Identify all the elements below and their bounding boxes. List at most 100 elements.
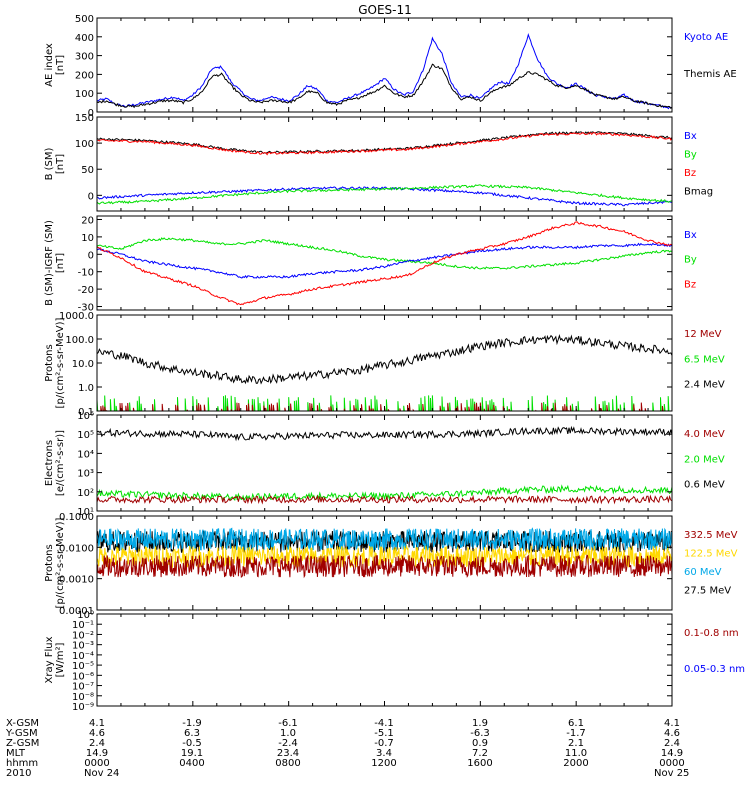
- ephem-value: 14.9: [86, 748, 108, 759]
- legend-entry: Bz: [684, 168, 696, 179]
- y-tick-label: 1.0: [78, 383, 94, 394]
- plot-area-5: [97, 425, 672, 505]
- ephem-row-label: MLT: [6, 748, 26, 759]
- legend-entry: Kyoto AE: [684, 32, 728, 43]
- y-axis-label: AE index: [44, 43, 55, 87]
- legend-entry: By: [684, 255, 697, 266]
- y-tick-label: -30: [78, 303, 94, 314]
- y-tick-label: 10⁴: [77, 449, 94, 460]
- ephem-row-label: Z-GSM: [6, 738, 39, 749]
- series-bz: [97, 221, 672, 306]
- series-bz: [97, 131, 672, 156]
- y-tick-label: 10⁻⁶: [72, 671, 94, 682]
- legend-entry: 122.5 MeV: [684, 549, 738, 560]
- ephem-value: 4.6: [89, 728, 105, 739]
- ephem-value: 0400: [179, 758, 204, 769]
- ephem-value: 2000: [563, 758, 588, 769]
- legend-entry: By: [684, 150, 697, 161]
- ephem-value: 19.1: [181, 748, 203, 759]
- y-tick-label: 150: [75, 113, 94, 124]
- y-tick-label: 10⁻⁴: [72, 651, 94, 662]
- ephem-date-start: Nov 24: [84, 768, 119, 779]
- y-tick-label: 400: [75, 33, 94, 44]
- panel-frame: [96, 17, 673, 113]
- y-axis-label: B (SM)-IGRF (SM): [44, 220, 55, 306]
- legend-entry: 27.5 MeV: [684, 586, 731, 597]
- ephem-value: 4.1: [664, 718, 680, 729]
- y-tick-label: 100.0: [65, 335, 94, 346]
- y-tick-label: 10.0: [72, 359, 94, 370]
- panel-5: 10¹ 10² 10³ 10⁴ 10⁵ 10⁶ Electrons [e/(cm²-s-sr)…: [44, 411, 725, 518]
- y-tick-label: 0: [88, 250, 94, 261]
- legend-entry: 0.1-0.8 nm: [684, 628, 739, 639]
- y-axis-label: Protons: [44, 344, 55, 381]
- y-tick-label: 500: [75, 14, 94, 25]
- legend-entry: 4.0 MeV: [684, 429, 725, 440]
- y-tick-label: 0.0100: [59, 543, 94, 554]
- y-axis-label: [nT]: [55, 253, 66, 273]
- chart-title: GOES-11: [358, 3, 412, 17]
- ephem-value: -1.7: [566, 728, 586, 739]
- legend-entry: 2.4 MeV: [684, 380, 725, 391]
- ephem-value: 7.2: [472, 748, 488, 759]
- legend-entry: 0.05-0.3 nm: [684, 664, 745, 675]
- y-tick-label: 100: [75, 139, 94, 150]
- ephem-value: -1.9: [182, 718, 202, 729]
- ephem-value: -2.4: [278, 738, 298, 749]
- y-axis-label: B (SM): [44, 147, 55, 180]
- ephem-value: 6.1: [568, 718, 584, 729]
- y-tick-label: 10²: [77, 488, 94, 499]
- y-axis-label: [p/(cm²-s-sr-MeV)]: [55, 317, 66, 408]
- series-by: [97, 237, 672, 270]
- y-axis-label: [nT]: [55, 55, 66, 75]
- y-tick-label: 100: [75, 89, 94, 100]
- ephem-value: 2.4: [664, 738, 680, 749]
- panel-frame: [96, 215, 673, 311]
- y-tick-label: 10⁶: [77, 411, 94, 422]
- series-2-4-mev: [97, 333, 672, 385]
- y-tick-label: -20: [78, 285, 94, 296]
- legend-entry: Themis AE: [683, 69, 737, 80]
- y-axis-label: Protons: [44, 544, 55, 581]
- legend-entry: Bx: [684, 131, 697, 142]
- y-axis-label: Electrons: [44, 440, 55, 486]
- series-bx: [97, 186, 672, 207]
- ephem-row-label: Y-GSM: [5, 728, 38, 739]
- y-tick-label: 0.0010: [59, 575, 94, 586]
- ephem-value: 23.4: [277, 748, 299, 759]
- y-tick-label: 10⁰: [77, 610, 94, 621]
- y-tick-label: 10⁻⁷: [72, 682, 94, 693]
- legend-entry: 332.5 MeV: [684, 530, 738, 541]
- y-tick-label: 0.1: [78, 407, 94, 418]
- ephem-value: 1.9: [472, 718, 488, 729]
- legend-entry: 60 MeV: [684, 567, 722, 578]
- y-tick-label: 10⁻⁹: [72, 702, 94, 713]
- y-tick-label: 10⁻⁸: [72, 692, 94, 703]
- panel-frame: [96, 414, 673, 512]
- y-tick-label: 0: [88, 108, 94, 119]
- panel-frame: [96, 116, 673, 212]
- series-122-5-mev: [97, 544, 672, 569]
- ephem-value: -5.1: [374, 728, 394, 739]
- plot-area-6: [97, 527, 672, 579]
- series-bx: [97, 242, 672, 279]
- y-tick-label: -10: [78, 268, 94, 279]
- y-tick-label: 0: [88, 191, 94, 202]
- y-tick-label: 300: [75, 52, 94, 63]
- ephem-value: -0.5: [182, 738, 202, 749]
- ephem-value: 14.9: [661, 748, 683, 759]
- plot-area-2: [97, 130, 672, 207]
- ephem-value: 1.0: [280, 728, 296, 739]
- series-0-6-mev: [97, 425, 672, 442]
- panel-frame: [96, 613, 673, 707]
- ephem-value: -6.1: [278, 718, 298, 729]
- ephem-value: 11.0: [565, 748, 587, 759]
- legend-entry: Bx: [684, 230, 697, 241]
- ephem-value: 3.4: [376, 748, 392, 759]
- ephem-row-label: X-GSM: [6, 718, 39, 729]
- ephem-value: 4.6: [664, 728, 680, 739]
- y-tick-label: 10⁻³: [72, 641, 94, 652]
- legend-entry: 2.0 MeV: [684, 454, 725, 465]
